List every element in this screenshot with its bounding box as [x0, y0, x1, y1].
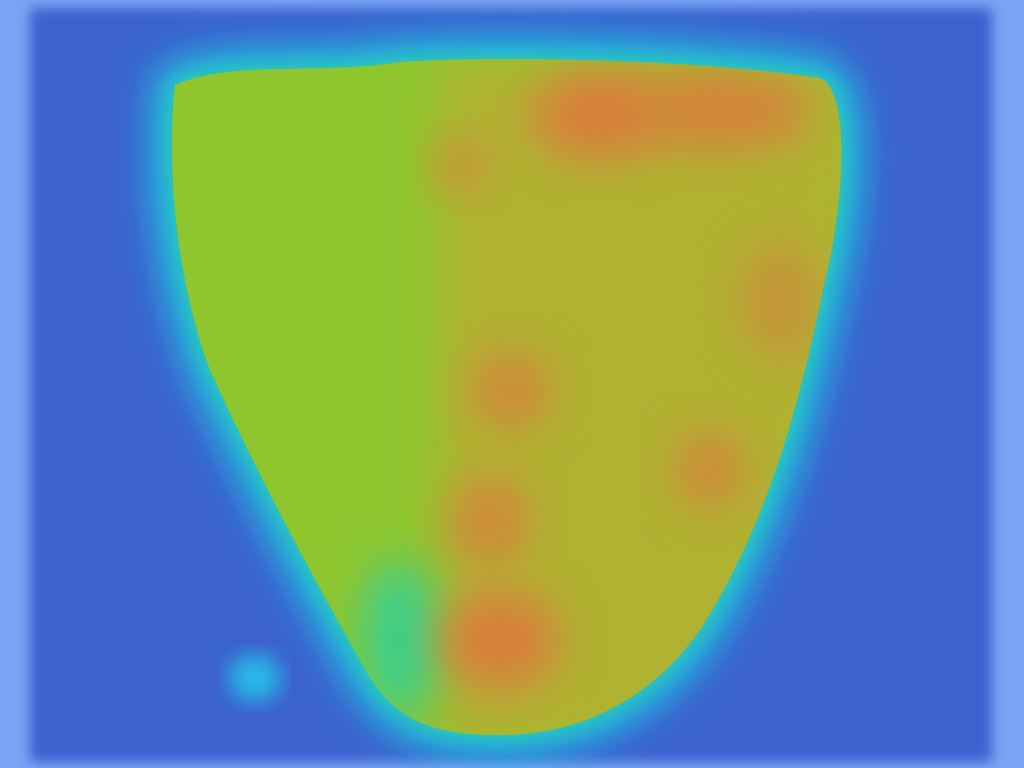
hot-spot: [440, 590, 560, 690]
hot-spot: [450, 475, 530, 565]
small-blob: [229, 654, 281, 702]
hot-spot: [530, 70, 670, 160]
cool-patch: [360, 560, 440, 720]
hot-spot: [675, 430, 745, 510]
hot-spot: [740, 240, 820, 360]
hot-spot: [470, 350, 550, 430]
heat-blob: [151, 38, 862, 756]
blob-interior: [171, 58, 842, 736]
hot-spot: [435, 140, 485, 190]
hot-spot: [630, 70, 810, 150]
